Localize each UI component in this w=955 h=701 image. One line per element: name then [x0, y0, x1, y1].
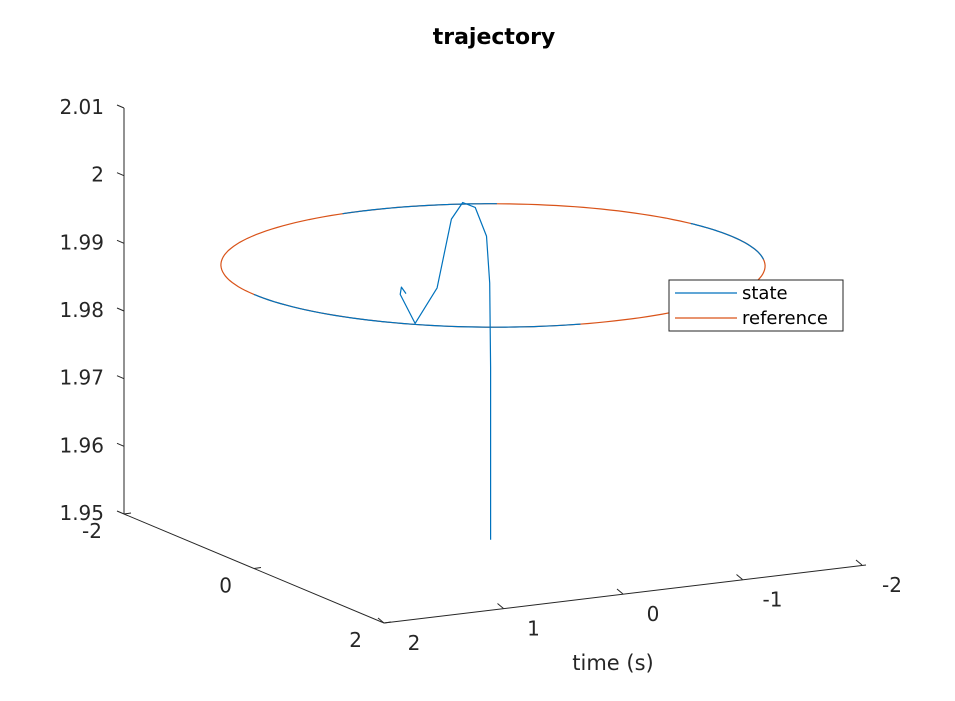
x-tick-mark [855, 559, 863, 566]
x-axis-line [383, 564, 867, 624]
x-axis-label: time (s) [572, 651, 653, 675]
z-tick-label: 1.98 [59, 298, 104, 322]
legend-label-reference: reference [742, 308, 828, 329]
x-tick-mark [616, 588, 624, 595]
z-tick-label: 2 [91, 163, 104, 187]
y-tick-label: 2 [349, 628, 362, 652]
z-tick-mark [116, 307, 125, 312]
state-on-circle-segment [342, 203, 497, 215]
z-tick-mark [116, 442, 125, 447]
x-tick-label: 0 [647, 602, 660, 626]
y-tick-mark [383, 621, 392, 624]
z-tick-mark [116, 239, 125, 244]
x-tick-mark [497, 603, 504, 609]
z-axis-ticks: 2.01 2 1.99 1.98 1.97 1.96 1.95 [59, 95, 125, 525]
y-tick-label: 0 [219, 574, 232, 598]
legend-label-state: state [742, 283, 788, 304]
x-tick-label: -1 [763, 588, 783, 612]
z-tick-mark [116, 510, 125, 515]
y-tick-mark [253, 567, 262, 569]
z-tick-label: 1.99 [59, 230, 104, 254]
z-tick-label: 2.01 [59, 95, 104, 119]
z-tick-label: 1.97 [59, 366, 104, 390]
chart-title: trajectory [433, 25, 556, 50]
legend-box [668, 279, 844, 332]
x-tick-label: 2 [408, 631, 421, 655]
x-tick-label: -2 [882, 573, 902, 597]
state-transient-line [399, 201, 492, 540]
series-layer [220, 201, 766, 540]
y-tick-mark [123, 512, 132, 515]
x-tick-label: 1 [527, 617, 540, 641]
legend: state reference [668, 279, 844, 332]
y-tick-label: -2 [82, 519, 102, 543]
state-on-circle-segment [253, 293, 581, 328]
z-tick-mark [116, 172, 125, 177]
z-tick-label: 1.95 [59, 501, 104, 525]
x-tick-mark [736, 574, 743, 580]
z-tick-mark [116, 104, 125, 109]
x-axis-ticks: 2 1 0 -1 -2 [377, 559, 902, 655]
state-on-circle-segment [690, 222, 765, 260]
z-tick-label: 1.96 [59, 433, 104, 457]
x-tick-mark [377, 617, 385, 624]
y-axis-ticks: -2 0 2 [82, 512, 392, 652]
z-tick-mark [116, 375, 125, 380]
